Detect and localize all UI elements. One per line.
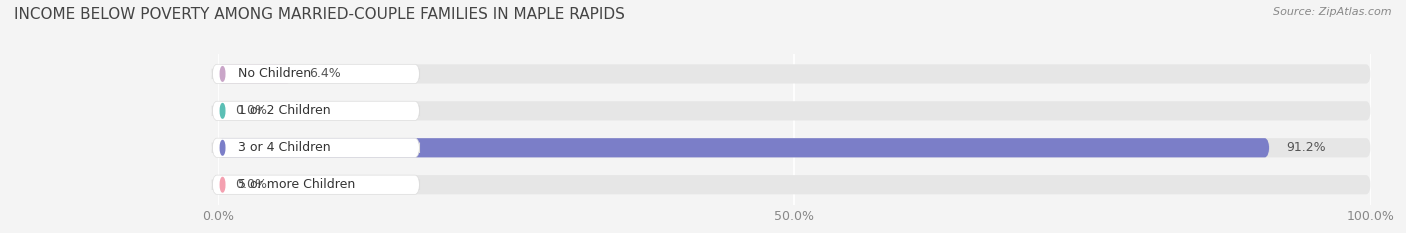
Text: No Children: No Children <box>238 67 311 80</box>
FancyBboxPatch shape <box>212 101 420 120</box>
FancyBboxPatch shape <box>212 138 420 157</box>
Circle shape <box>221 177 225 192</box>
Circle shape <box>221 67 225 81</box>
Text: INCOME BELOW POVERTY AMONG MARRIED-COUPLE FAMILIES IN MAPLE RAPIDS: INCOME BELOW POVERTY AMONG MARRIED-COUPL… <box>14 7 624 22</box>
FancyBboxPatch shape <box>218 64 291 83</box>
FancyBboxPatch shape <box>212 64 420 83</box>
FancyBboxPatch shape <box>218 64 1371 83</box>
FancyBboxPatch shape <box>218 138 1270 157</box>
Text: 0.0%: 0.0% <box>235 178 267 191</box>
FancyBboxPatch shape <box>218 138 1371 157</box>
Circle shape <box>221 140 225 155</box>
Text: 3 or 4 Children: 3 or 4 Children <box>238 141 330 154</box>
FancyBboxPatch shape <box>218 175 1371 194</box>
Text: 1 or 2 Children: 1 or 2 Children <box>238 104 330 117</box>
FancyBboxPatch shape <box>212 175 420 194</box>
Text: 6.4%: 6.4% <box>309 67 340 80</box>
Circle shape <box>221 103 225 118</box>
FancyBboxPatch shape <box>218 101 1371 120</box>
Text: Source: ZipAtlas.com: Source: ZipAtlas.com <box>1274 7 1392 17</box>
Text: 91.2%: 91.2% <box>1286 141 1326 154</box>
Text: 0.0%: 0.0% <box>235 104 267 117</box>
Text: 5 or more Children: 5 or more Children <box>238 178 354 191</box>
